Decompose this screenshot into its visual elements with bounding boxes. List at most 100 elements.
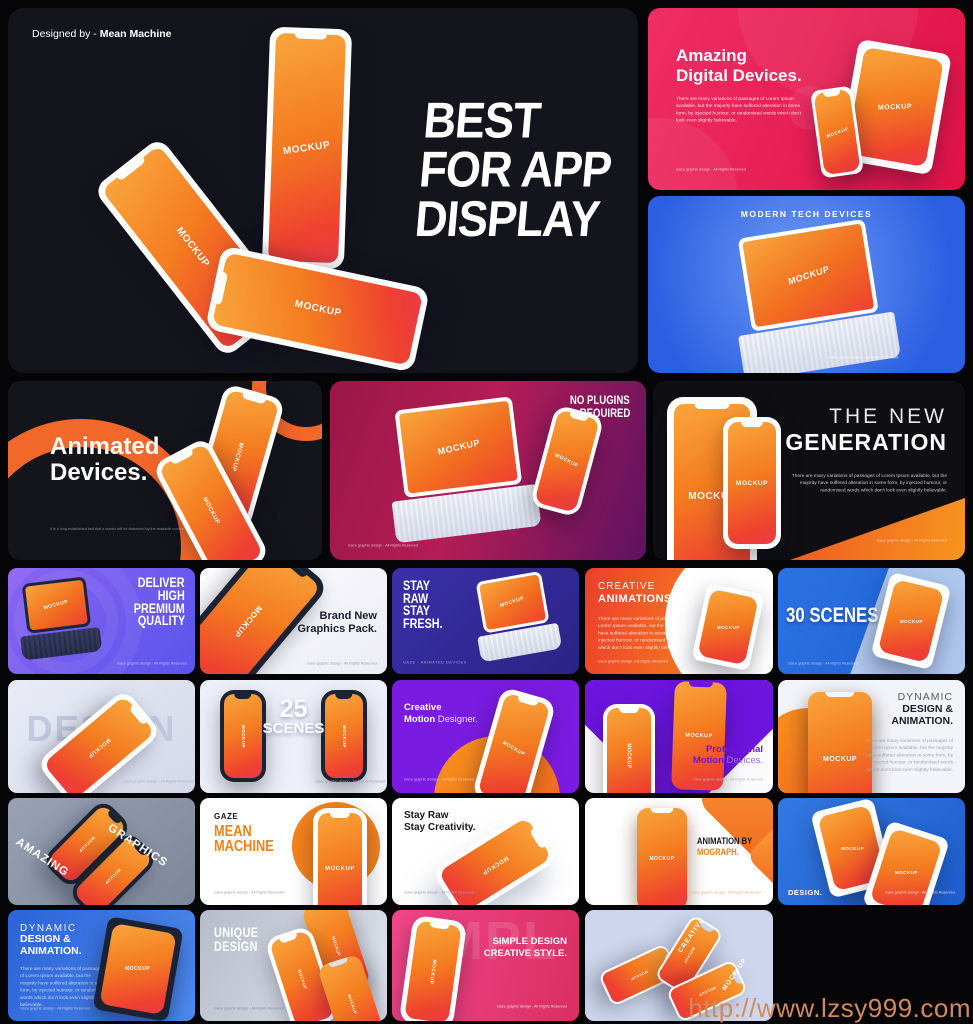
phone-screen: MOCKUP [404,920,462,1021]
tile-header: MODERN TECH DEVICES [740,209,873,219]
phone-screen: MOCKUP [607,708,651,793]
title-line: CREATIVE [598,581,656,592]
title-line: Graphics Pack. [297,622,378,635]
phone-mockup: MOCKUP [220,690,266,782]
tile-footer: Gaze graphic design - All Rights Reserve… [117,662,187,666]
tablet-mockup: MOCKUP [92,916,184,1021]
title-line: GENERATION [785,429,947,455]
laptop-screen-frame: MOCKUP [394,396,523,499]
mockup-label: MOCKUP [625,743,632,769]
tile-stay-creativity: Stay Raw Stay Creativity. MOCKUP Gaze gr… [392,798,579,905]
hero-line-3: DISPLAY [412,190,602,248]
tile-dynamic-animation-blue: DYNAMIC DESIGN & ANIMATION. There are ma… [8,910,195,1021]
title-line: UNIQUE [214,925,259,940]
phone-screen: MOCKUP [325,694,363,778]
tile-footer: Gaze graphic design - All Rights Reserve… [307,662,377,666]
mockup-label: MOCKUP [346,993,358,1015]
tile-footer: Gaze graphic design - All Rights Reserve… [676,168,746,172]
title-part-light: Designer. [435,713,478,725]
tile-title: Brand New Graphics Pack. [298,610,378,635]
title-line: Devices. [50,459,148,487]
tile-title: Professional Motion Devices. [693,744,763,767]
tile-no-plugins: NO PLUGINS REQUIRED MOCKUP MOCKUP Gaze g… [330,381,646,560]
title-line: PREMIUM [134,600,185,616]
tablet-screen: MOCKUP [846,46,944,168]
title-line: STAY [403,578,431,593]
mockup-label: MOCKUP [554,452,580,470]
laptop-mockup: MOCKUP [737,218,902,373]
laptop-mockup: MOCKUP [20,576,103,661]
tile-footer: Gaze graphic design - All Rights Reserve… [885,891,955,895]
phone-mockup: MOCKUP [723,417,781,549]
tablet-screen: MOCKUP [877,579,945,663]
title-line: Digital Devices. [676,65,802,85]
laptop-mockup: MOCKUP [391,396,542,544]
mockup-label: MOCKUP [499,595,526,609]
phone-mockup: MOCKUP [671,681,727,791]
laptop-screen: MOCKUP [398,400,518,494]
mockup-label: MOCKUP [43,598,70,612]
tile-body: There are many variations of passages of… [598,616,687,651]
title-line: Amazing [676,46,747,65]
tile-title: DELIVER HIGH PREMIUM QUALITY [121,576,185,629]
tile-body: There are many variations of passages of… [20,966,107,1008]
mockup-label: MOCKUP [77,834,97,854]
phone-mockup: MOCKUP [603,704,655,793]
tile-animated-devices: Animated Devices. It is a long establish… [8,381,322,560]
tile-title: STAY RAW STAY FRESH. [403,578,453,630]
hero-line-1: BEST [421,91,543,149]
title-line: Professional [705,744,763,755]
title-line: ANIMATION. [20,944,82,957]
title-line: RAW [403,590,429,606]
title-line: Motion Designer. [404,714,478,726]
tile-title: DYNAMIC DESIGN & ANIMATION. [891,691,953,727]
mockup-label: MOCKUP [103,866,123,886]
mockup-label: MOCKUP [230,441,244,473]
mockup-label: MOCKUP [736,479,768,487]
title-line: Brand New [319,610,377,622]
title-line: SCENES [262,719,325,737]
title-line: 25 [279,695,308,723]
tile-title: Stay Raw Stay Creativity. [404,810,476,834]
title-line: DESIGN & [902,702,953,715]
title-line: ANIMATION BY [697,836,753,847]
title-line: MEAN [214,823,252,840]
tile-title: DESIGN. [788,888,823,897]
title-line: HIGH [158,587,185,603]
decor-wedge [790,498,965,560]
mockup-label: MOCKUP [293,298,342,320]
title-line: Stay Creativity. [404,822,476,833]
mockup-label: MOCKUP [840,845,864,851]
mockup-label: MOCKUP [86,736,112,760]
phone-mockup: MOCKUP [808,692,872,793]
tile-title: 25 SCENES [200,695,387,737]
decor-circle [648,118,738,190]
laptop-screen-frame: MOCKUP [737,218,879,332]
title-line: CREATIVE STYLE. [483,947,567,959]
mockup-label: MOCKUP [877,102,913,112]
tile-hero: Designed by - Mean Machine MOCKUP MOCKUP… [8,8,638,373]
tile-design-ghost: DESIGN MOCKUP Gaze graphic design - All … [8,680,195,793]
tile-professional-motion: MOCKUP MOCKUP Professional Motion Device… [585,680,773,793]
tile-title: THE NEW GENERATION [785,405,947,456]
phone-screen: MOCKUP [813,88,861,176]
laptop-screen-frame: MOCKUP [475,570,550,634]
tile-title: UNIQUE DESIGN [214,925,270,954]
title-line: ANIMATION. [891,714,953,727]
tile-footer: Gaze graphic design - All Rights Reserve… [827,356,898,360]
mockup-label: MOCKUP [125,965,151,972]
tile-footer: Gaze graphic design - All Rights Reserve… [214,1007,284,1011]
title-line: Stay Raw [404,810,449,821]
phone-screen: MOCKUP [534,409,600,513]
tile-title: CREATIVE ANIMATIONS. [598,581,675,605]
tile-title: Creative Motion Designer. [404,702,478,726]
mockup-label: MOCKUP [894,869,918,875]
tile-modern-tech-devices: MODERN TECH DEVICES MOCKUP Gaze graphic … [648,196,965,373]
title-line: QUALITY [137,613,185,629]
mockup-label: MOCKUP [649,856,675,862]
mockup-label: MOCKUP [501,740,527,758]
phone-screen: MOCKUP [728,422,776,544]
tile-simple-design: MPL MOCKUP SIMPLE DESIGN CREATIVE STYLE.… [392,910,579,1021]
phone-mockup: MOCKUP [261,26,353,270]
tablet-screen: MOCKUP [99,923,177,1015]
